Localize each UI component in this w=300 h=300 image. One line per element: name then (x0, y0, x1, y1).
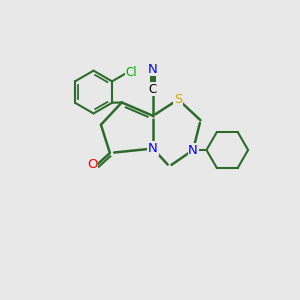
Text: O: O (87, 158, 97, 171)
Text: Cl: Cl (125, 66, 137, 79)
Text: N: N (148, 63, 158, 76)
Text: N: N (148, 142, 158, 155)
Text: N: N (188, 143, 198, 157)
Text: C: C (149, 82, 157, 96)
Text: S: S (174, 93, 182, 106)
